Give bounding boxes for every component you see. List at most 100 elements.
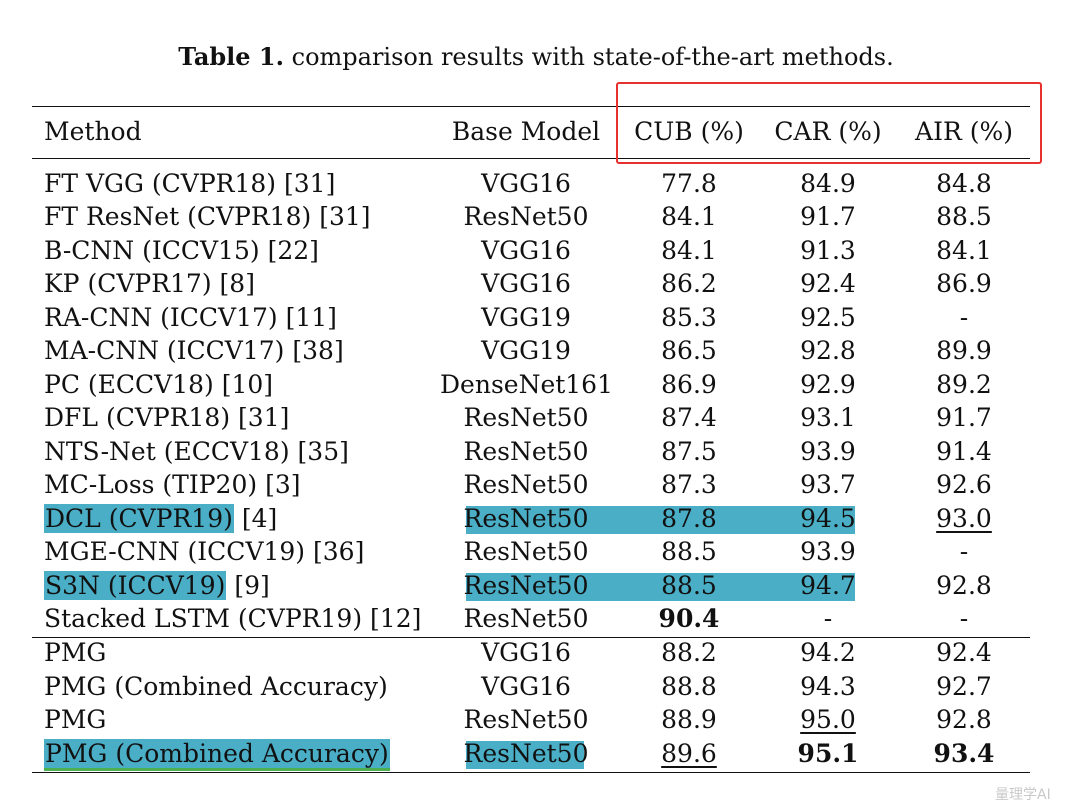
air-value: 89.9 (936, 336, 992, 365)
method-ref: [38] (292, 336, 344, 365)
base-model-cell: ResNet50 (440, 569, 612, 603)
cub-value: 86.2 (661, 269, 717, 298)
air-value: - (959, 604, 969, 633)
cub-cell: 86.5 (618, 334, 760, 368)
air-value: 88.5 (936, 202, 992, 231)
air-value: 92.8 (936, 705, 992, 734)
car-cell: 95.0 (760, 703, 896, 737)
cub-value: 89.6 (661, 739, 717, 768)
car-value: 94.3 (800, 672, 856, 701)
header-method: Method (44, 117, 142, 146)
air-cell: 89.2 (896, 368, 1032, 402)
cub-cell: 86.9 (618, 368, 760, 402)
cub-value: 85.3 (661, 303, 717, 332)
method-cell: DFL (CVPR18) [31] (44, 401, 289, 435)
cub-cell: 87.3 (618, 468, 760, 502)
method-name: FT VGG (CVPR18) (44, 169, 277, 198)
header-car: CAR (%) (774, 117, 882, 146)
base-value: ResNet50 (463, 403, 589, 432)
header-base-model: Base Model (451, 117, 601, 146)
cub-cell: 90.4 (618, 602, 760, 636)
car-value: 92.4 (800, 269, 856, 298)
base-model-cell: VGG16 (440, 234, 612, 268)
car-value: 93.9 (800, 537, 856, 566)
base-value: ResNet50 (463, 202, 589, 231)
dcl-row-highlight (466, 506, 855, 534)
base-value: VGG19 (481, 303, 571, 332)
car-value: 95.1 (797, 739, 859, 768)
top-rule (32, 106, 1030, 107)
air-value: 89.2 (936, 370, 992, 399)
method-cell: B-CNN (ICCV15) [22] (44, 234, 319, 268)
air-value: 91.7 (936, 403, 992, 432)
car-value: - (823, 604, 833, 633)
mid-rule (32, 637, 1030, 638)
method-name: Stacked LSTM (CVPR19) (44, 604, 363, 633)
base-value: VGG16 (481, 638, 571, 667)
cub-value: 84.1 (661, 236, 717, 265)
car-cell: 92.9 (760, 368, 896, 402)
car-cell: 94.7 (760, 569, 896, 603)
method-name: FT ResNet (CVPR18) (44, 202, 312, 231)
method-cell: Stacked LSTM (CVPR19) [12] (44, 602, 421, 636)
method-cell: PMG (Combined Accuracy) (44, 737, 390, 771)
method-ref: [11] (285, 303, 337, 332)
base-value: VGG16 (481, 672, 571, 701)
car-cell: 94.5 (760, 502, 896, 536)
car-cell: 92.8 (760, 334, 896, 368)
metrics-highlight-box (616, 82, 1042, 164)
air-cell: 84.8 (896, 167, 1032, 201)
air-cell: 92.8 (896, 703, 1032, 737)
method-name: KP (CVPR17) (44, 269, 212, 298)
car-value: 93.7 (800, 470, 856, 499)
cub-cell: 89.6 (618, 737, 760, 771)
method-name: DCL (CVPR19) (44, 504, 234, 533)
base-value: VGG16 (481, 269, 571, 298)
method-ref: [3] (265, 470, 301, 499)
car-value: 93.9 (800, 437, 856, 466)
air-cell: - (896, 535, 1032, 569)
base-value: ResNet50 (463, 470, 589, 499)
air-value: 92.7 (936, 672, 992, 701)
base-model-cell: ResNet50 (440, 703, 612, 737)
base-value: ResNet50 (463, 437, 589, 466)
car-value: 92.8 (800, 336, 856, 365)
car-cell: 95.1 (760, 737, 896, 771)
air-cell: 84.1 (896, 234, 1032, 268)
base-value: VGG16 (481, 236, 571, 265)
air-value: 84.1 (936, 236, 992, 265)
base-value: VGG19 (481, 336, 571, 365)
cub-cell: 84.1 (618, 234, 760, 268)
base-model-cell: ResNet50 (440, 602, 612, 636)
method-cell: PMG (44, 636, 106, 670)
base-value: VGG16 (481, 169, 571, 198)
base-model-cell: ResNet50 (440, 401, 612, 435)
base-value: ResNet50 (463, 705, 589, 734)
method-name: PMG (44, 705, 107, 734)
air-value: 93.4 (933, 739, 995, 768)
method-cell: S3N (ICCV19) [9] (44, 569, 270, 603)
method-cell: DCL (CVPR19) [4] (44, 502, 277, 536)
base-model-cell: VGG19 (440, 334, 612, 368)
cub-value: 84.1 (661, 202, 717, 231)
car-cell: 94.3 (760, 670, 896, 704)
air-cell: 93.4 (896, 737, 1032, 771)
base-model-cell: ResNet50 (440, 468, 612, 502)
air-value: 92.4 (936, 638, 992, 667)
base-value: ResNet50 (463, 739, 589, 768)
car-value: 93.1 (800, 403, 856, 432)
method-name: B-CNN (ICCV15) (44, 236, 260, 265)
caption-label: Table 1. (178, 42, 284, 71)
cub-value: 88.5 (661, 571, 717, 600)
method-name: PMG (44, 638, 107, 667)
base-value: ResNet50 (463, 504, 589, 533)
car-cell: 93.9 (760, 535, 896, 569)
car-cell: 93.9 (760, 435, 896, 469)
cub-cell: 84.1 (618, 200, 760, 234)
cub-cell: 87.8 (618, 502, 760, 536)
car-value: 94.5 (800, 504, 856, 533)
air-value: 91.4 (936, 437, 992, 466)
air-value: 84.8 (936, 169, 992, 198)
cub-cell: 86.2 (618, 267, 760, 301)
method-ref: [31] (238, 403, 290, 432)
